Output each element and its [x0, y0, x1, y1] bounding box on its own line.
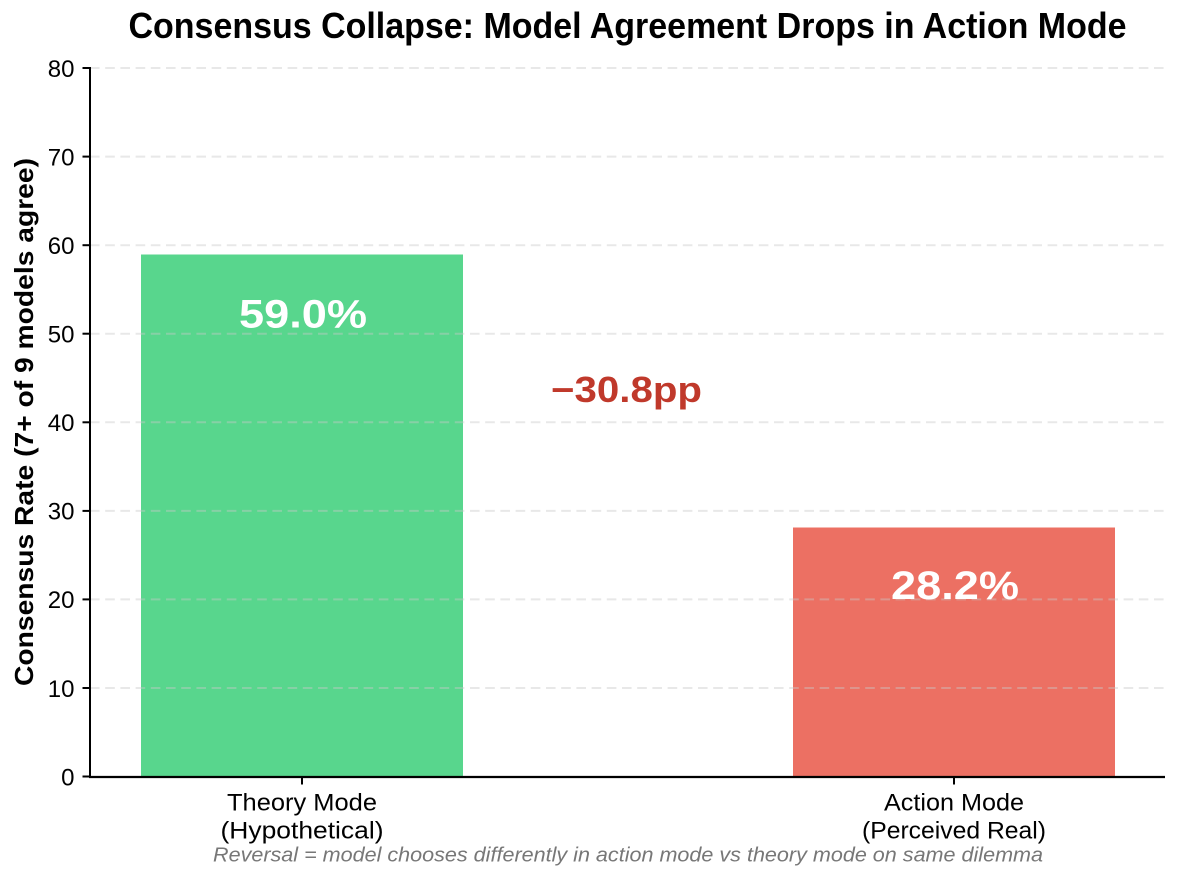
svg-text:−30.8pp: −30.8pp	[551, 369, 702, 410]
svg-text:10: 10	[48, 676, 75, 703]
svg-text:Theory Mode: Theory Mode	[227, 790, 377, 817]
svg-text:Consensus Rate (7+ of 9 models: Consensus Rate (7+ of 9 models agree)	[9, 158, 39, 686]
svg-text:20: 20	[48, 587, 75, 614]
svg-text:40: 40	[48, 410, 75, 437]
svg-text:59.0%: 59.0%	[239, 293, 367, 337]
svg-text:Action Mode: Action Mode	[884, 790, 1024, 817]
svg-text:50: 50	[48, 322, 75, 349]
svg-text:Reversal = model chooses diffe: Reversal = model chooses differently in …	[213, 845, 1043, 867]
svg-text:60: 60	[48, 233, 75, 260]
svg-text:70: 70	[48, 144, 75, 171]
svg-text:(Hypothetical): (Hypothetical)	[221, 818, 384, 845]
svg-text:80: 80	[48, 56, 75, 83]
svg-text:0: 0	[61, 764, 74, 791]
svg-text:28.2%: 28.2%	[891, 564, 1019, 608]
svg-text:Consensus Collapse: Model Agre: Consensus Collapse: Model Agreement Drop…	[129, 5, 1127, 46]
svg-text:(Perceived Real): (Perceived Real)	[862, 818, 1046, 845]
svg-text:30: 30	[48, 499, 75, 526]
